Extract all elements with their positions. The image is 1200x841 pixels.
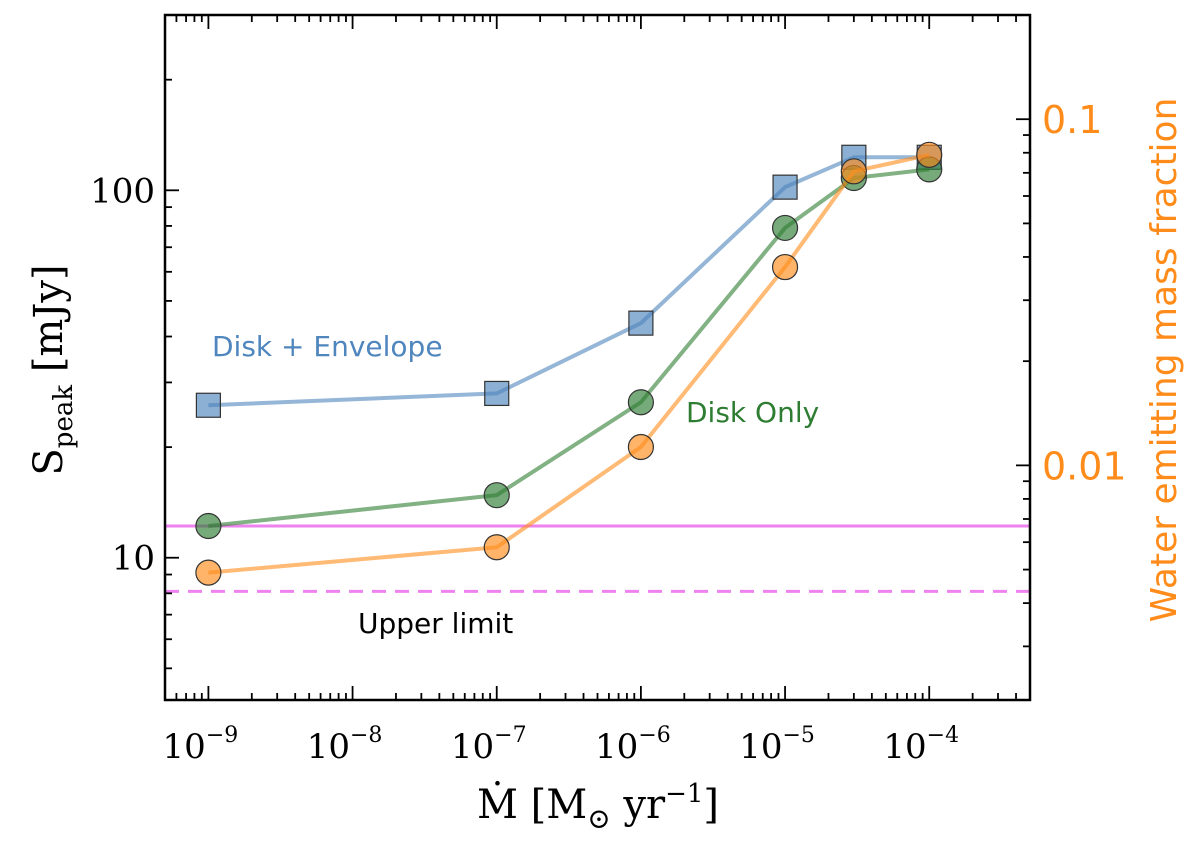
plot-frame	[163, 13, 1032, 702]
series-2-point-2	[627, 433, 654, 461]
series-line-2	[208, 152, 930, 575]
y-tick-label-0: 10	[112, 539, 155, 579]
series-1-point-3	[771, 214, 799, 242]
x-tick-label-2: 10−7	[451, 723, 527, 767]
tick-labels: 10−9 10−8 10−7 10−6 10−5 10−4 10 100 0.01 0.1	[90, 98, 1127, 767]
series-0-point-1	[484, 380, 510, 407]
annotation-disk-only: Disk Only	[686, 396, 819, 429]
data-series	[195, 141, 943, 586]
y2-tick-label-0: 0.01	[1042, 444, 1127, 488]
series-2-point-3	[771, 253, 799, 281]
x-axis-title: Ṁ [M⊙ yr−1]	[477, 779, 719, 835]
series-2-point-4	[840, 158, 867, 185]
annotation-disk-envelope: Disk + Envelope	[212, 330, 443, 363]
x-tick-label-4: 10−5	[739, 723, 815, 767]
x-tick-label-3: 10−6	[595, 723, 671, 767]
annotation-upper-limit: Upper limit	[358, 607, 513, 640]
series-2-point-0	[195, 559, 222, 586]
series-1-point-1	[483, 482, 510, 509]
reference-lines	[165, 524, 1030, 593]
x-tick-label-0: 10−9	[163, 723, 239, 767]
series-2-point-1	[483, 534, 510, 561]
series-line-0	[208, 155, 930, 408]
series-1-point-0	[195, 512, 222, 540]
y-tick-label-1: 100	[90, 171, 155, 211]
x-tick-label-1: 10−8	[307, 723, 383, 767]
series-1-point-2	[627, 389, 654, 416]
series-0-point-2	[628, 310, 654, 336]
x-tick-label-5: 10−4	[883, 723, 959, 767]
y-axis-title: Speak [mJy]	[26, 264, 79, 475]
series-0-point-3	[772, 174, 798, 200]
series-2-point-5	[916, 141, 943, 168]
series-0-point-0	[195, 392, 221, 418]
y2-axis-title: Water emitting mass fraction	[1144, 98, 1185, 623]
y2-tick-label-1: 0.1	[1042, 98, 1102, 142]
